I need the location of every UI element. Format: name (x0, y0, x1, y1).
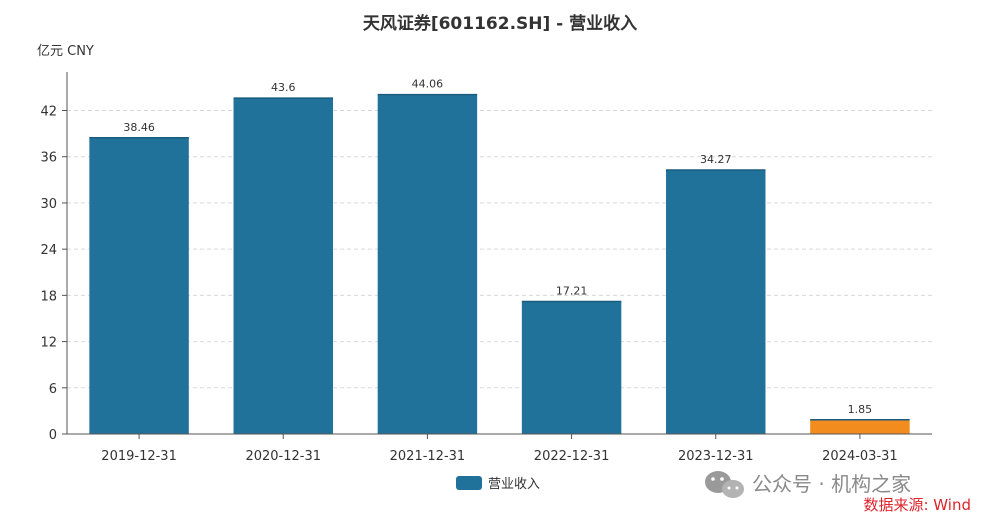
bar-2023-12-31[interactable] (666, 170, 766, 434)
bars (89, 93, 910, 435)
y-axis-ticks: 0 6 12 18 24 30 36 42 (40, 105, 67, 443)
y-tick-label: 42 (40, 105, 57, 120)
watermark: 公众号 · 机构之家 (705, 471, 911, 498)
bar-2019-12-31[interactable] (89, 137, 189, 434)
x-tick-label: 2023-12-31 (678, 449, 754, 464)
x-tick-label: 2019-12-31 (101, 449, 177, 464)
y-tick-label: 36 (40, 151, 57, 166)
x-tick-label: 2024-03-31 (822, 449, 898, 464)
bar-2022-12-31[interactable] (521, 301, 622, 434)
data-label: 38.46 (123, 121, 155, 134)
data-label: 1.85 (848, 403, 873, 416)
legend-swatch (456, 476, 482, 490)
y-tick-label: 12 (40, 336, 57, 351)
y-axis-unit-label: 亿元 CNY (37, 44, 94, 59)
x-axis-ticks: 2019-12-31 2020-12-31 2021-12-31 2022-12-31… (101, 434, 898, 464)
bar-2024-03-31[interactable] (810, 419, 910, 434)
watermark-text: 公众号 · 机构之家 (752, 472, 911, 496)
legend-label: 营业收入 (488, 477, 540, 492)
chart-title: 天风证券[601162.SH] - 营业收入 (363, 13, 637, 34)
grid-lines (67, 110, 932, 389)
y-tick-label: 30 (40, 197, 57, 212)
y-tick-label: 0 (49, 428, 57, 443)
data-label: 17.21 (556, 284, 588, 297)
legend[interactable]: 营业收入 (456, 476, 540, 492)
data-label: 44.06 (412, 78, 444, 91)
bar-2021-12-31[interactable] (377, 94, 478, 434)
data-label: 34.27 (700, 153, 732, 166)
data-label: 43.6 (271, 81, 296, 94)
y-tick-label: 24 (40, 243, 57, 258)
data-labels: 38.46 43.6 44.06 17.21 34.27 1.85 (123, 78, 872, 416)
y-tick-label: 18 (40, 289, 57, 304)
wechat-icon (705, 471, 744, 498)
data-source: 数据来源: Wind (863, 496, 971, 514)
x-tick-label: 2022-12-31 (534, 449, 610, 464)
x-tick-label: 2020-12-31 (245, 449, 321, 464)
y-tick-label: 6 (49, 382, 57, 397)
x-tick-label: 2021-12-31 (390, 449, 466, 464)
bar-2020-12-31[interactable] (233, 98, 333, 435)
